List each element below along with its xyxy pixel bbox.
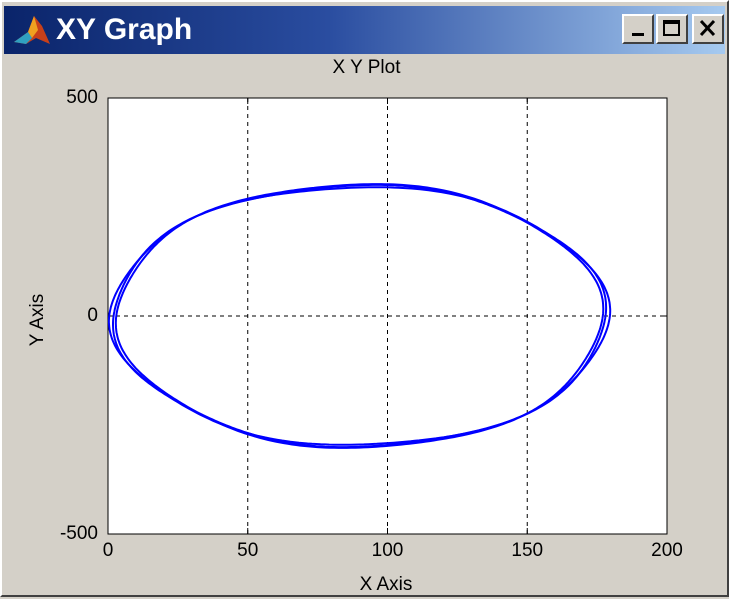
x-tick-label: 100 — [371, 540, 404, 561]
tick-marks — [107, 97, 668, 535]
title-bar[interactable]: XY Graph — [4, 6, 725, 54]
minimize-button[interactable] — [622, 14, 654, 44]
x-tick-label: 0 — [102, 540, 114, 561]
x-tick-label: 200 — [651, 540, 683, 561]
series-line — [107, 186, 612, 446]
y-tick-label: -500 — [59, 523, 98, 544]
window-title: XY Graph — [56, 13, 193, 46]
matlab-simulink-icon — [14, 16, 50, 44]
maximize-button[interactable] — [656, 14, 688, 44]
close-button[interactable] — [692, 14, 724, 44]
y-tick-label: 0 — [87, 305, 98, 326]
x-axis-label: X Axis — [359, 574, 413, 595]
x-tick-label: 50 — [237, 540, 259, 561]
minimize-icon — [632, 33, 644, 36]
grid-lines — [108, 98, 667, 534]
y-axis-label: Y Axis — [27, 293, 48, 347]
plot-title: X Y Plot — [332, 57, 401, 78]
y-tick-label: 500 — [66, 87, 98, 108]
close-icon — [699, 19, 716, 37]
x-tick-label: 150 — [511, 540, 544, 561]
series-layer — [107, 183, 612, 449]
maximize-icon — [663, 20, 680, 36]
